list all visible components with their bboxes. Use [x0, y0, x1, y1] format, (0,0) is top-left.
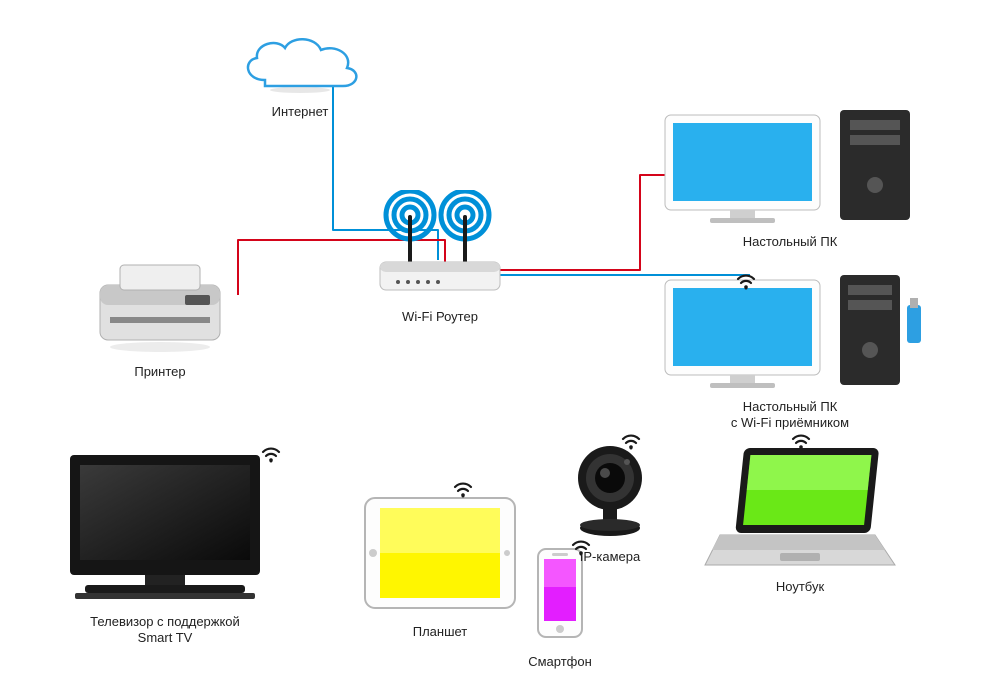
internet-label: Интернет: [235, 104, 365, 120]
router-icon: [360, 190, 520, 300]
node-router: Wi-Fi Роутер: [360, 190, 520, 325]
tv-icon: [55, 445, 275, 605]
laptop-icon: [700, 440, 900, 570]
phone-label: Смартфон: [520, 654, 600, 670]
node-laptop: Ноутбук: [700, 440, 900, 595]
pc2-label: Настольный ПК с Wi-Fi приёмником: [655, 399, 925, 430]
printer-icon: [85, 255, 235, 355]
printer-label: Принтер: [85, 364, 235, 380]
ipcam-icon: [555, 440, 665, 540]
router-label: Wi-Fi Роутер: [360, 309, 520, 325]
desktop-pc-icon: [655, 105, 925, 225]
wifi-signal-icon: [620, 432, 642, 455]
pc1-label: Настольный ПК: [655, 234, 925, 250]
wifi-signal-icon: [570, 538, 592, 561]
wifi-signal-icon: [735, 272, 757, 295]
tablet-icon: [355, 490, 525, 615]
node-tablet: Планшет: [355, 490, 525, 640]
node-desktop-pc-2: Настольный ПК с Wi-Fi приёмником: [655, 270, 925, 430]
wifi-signal-icon: [790, 432, 812, 455]
node-tv: Телевизор с поддержкой Smart TV: [55, 445, 275, 645]
tablet-label: Планшет: [355, 624, 525, 640]
wifi-signal-icon: [260, 445, 282, 468]
cloud-icon: [235, 30, 365, 95]
wifi-signal-icon: [452, 480, 474, 503]
desktop-pc-wifi-icon: [655, 270, 925, 390]
diagram-canvas: Интернет Wi-Fi Роутер: [0, 0, 998, 684]
laptop-label: Ноутбук: [700, 579, 900, 595]
node-internet: Интернет: [235, 30, 365, 120]
node-desktop-pc-1: Настольный ПК: [655, 105, 925, 250]
tv-label: Телевизор с поддержкой Smart TV: [55, 614, 275, 645]
node-printer: Принтер: [85, 255, 235, 380]
